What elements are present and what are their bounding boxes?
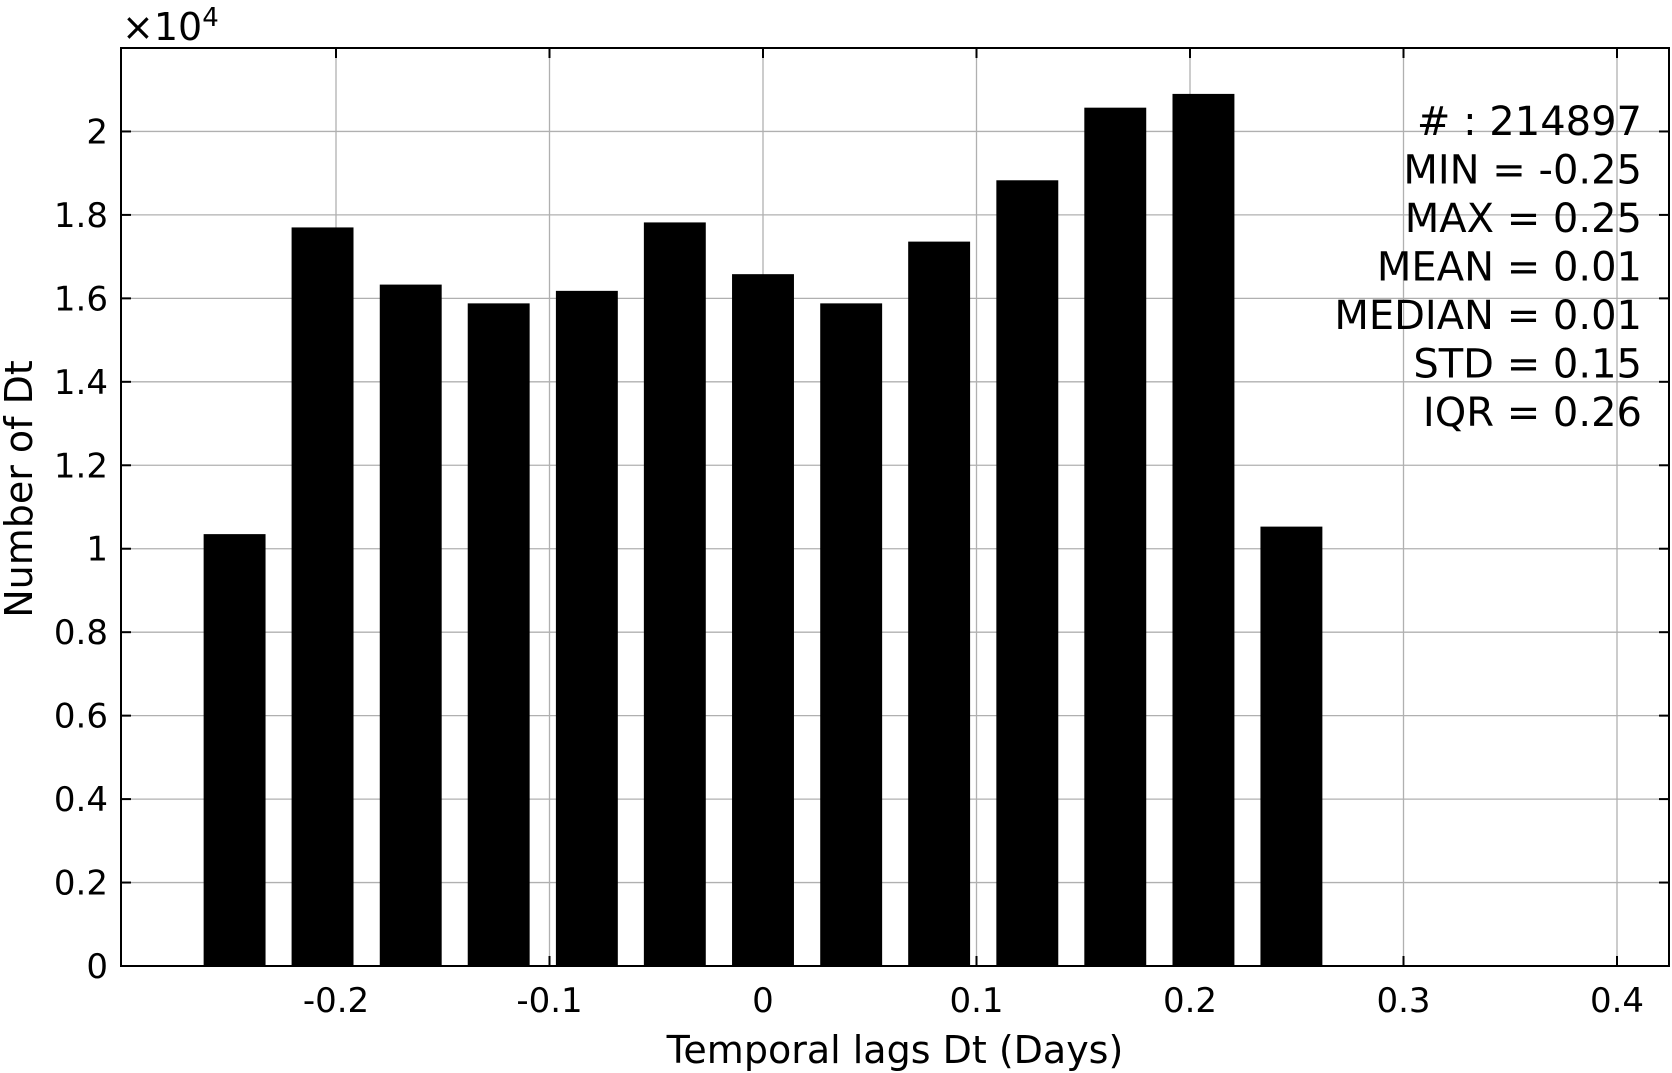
bar-11 <box>1172 93 1235 966</box>
exponent-base: ×10 <box>122 5 202 49</box>
y-tick-label-6: 1.2 <box>54 446 108 486</box>
x-tick-label-6: 0.4 <box>1590 981 1644 1021</box>
bar-0 <box>203 534 266 966</box>
bar-6 <box>732 274 794 966</box>
y-axis-exponent: ×104 <box>122 3 219 49</box>
bar-7 <box>820 303 883 966</box>
stat-line-3: MEAN = 0.01 <box>1377 245 1642 291</box>
bar-1 <box>291 227 354 967</box>
bar-5 <box>643 222 706 967</box>
y-tick-label-7: 1.4 <box>54 363 108 403</box>
y-tick-label-10: 2 <box>86 112 108 152</box>
plot-frame <box>120 47 1670 967</box>
stat-line-1: MIN = -0.25 <box>1403 148 1642 194</box>
y-tick-label-9: 1.8 <box>54 196 108 236</box>
y-tick-label-2: 0.4 <box>54 780 108 820</box>
bar-10 <box>1084 107 1147 967</box>
x-tick-label-3: 0.1 <box>949 981 1003 1021</box>
stat-line-5: STD = 0.15 <box>1413 342 1642 388</box>
bar-2 <box>379 284 442 966</box>
y-tick-label-1: 0.2 <box>54 864 108 904</box>
bar-4 <box>555 290 618 966</box>
bar-8 <box>908 241 971 966</box>
y-tick-label-3: 0.6 <box>54 697 108 737</box>
y-tick-label-0: 0 <box>86 947 108 987</box>
x-tick-label-2: 0 <box>752 981 774 1021</box>
x-axis-label: Temporal lags Dt (Days) <box>666 1028 1124 1072</box>
stat-line-4: MEDIAN = 0.01 <box>1334 293 1642 339</box>
y-axis-label: Number of Dt <box>0 360 41 618</box>
y-tick-label-5: 1 <box>86 530 108 570</box>
x-axis-ticks: -0.2 -0.1 0 0.1 0.2 0.3 0.4 <box>303 48 1644 1021</box>
bar-9 <box>996 180 1059 966</box>
x-tick-label-5: 0.3 <box>1376 981 1430 1021</box>
stat-line-2: MAX = 0.25 <box>1405 196 1642 242</box>
stat-line-0: # : 214897 <box>1417 99 1642 145</box>
y-axis-ticks: 0 0.2 0.4 0.6 0.8 1 1.2 1.4 1.6 1.8 2 <box>54 112 1669 987</box>
bars <box>203 93 1323 967</box>
y-tick-label-4: 0.8 <box>54 613 108 653</box>
bar-3 <box>467 303 530 966</box>
exponent-power: 4 <box>202 3 219 33</box>
bar-12 <box>1260 526 1323 966</box>
x-tick-label-0: -0.2 <box>303 981 369 1021</box>
x-tick-label-1: -0.1 <box>516 981 582 1021</box>
stat-line-6: IQR = 0.26 <box>1423 390 1642 436</box>
y-tick-label-8: 1.6 <box>54 279 108 319</box>
grid-lines <box>121 48 1669 967</box>
x-tick-label-4: 0.2 <box>1163 981 1217 1021</box>
